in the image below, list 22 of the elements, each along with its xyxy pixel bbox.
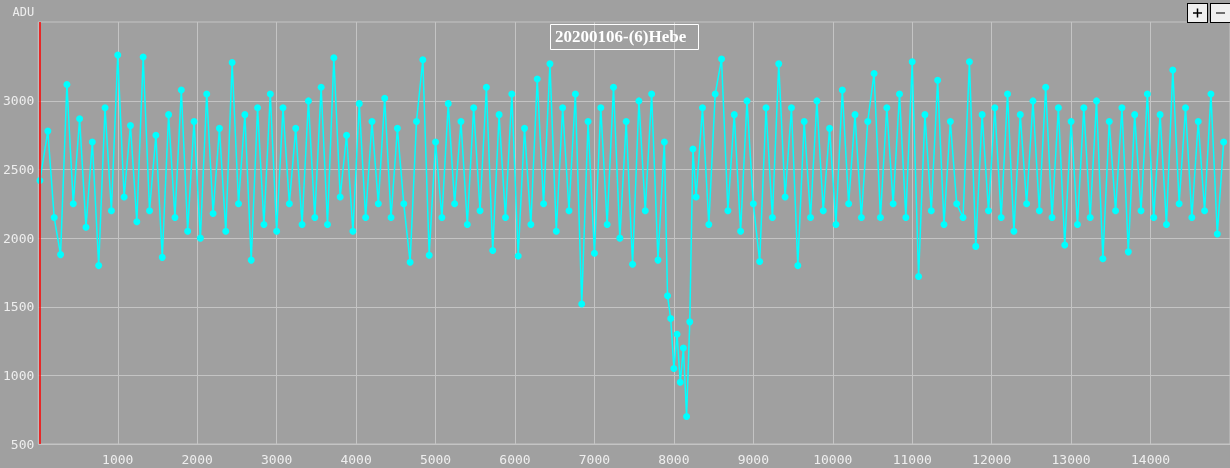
x-tick-label: 11000 xyxy=(892,452,932,467)
x-tick-label: 9000 xyxy=(737,452,769,467)
y-tick-label: 1500 xyxy=(2,299,35,315)
x-tick-label: 10000 xyxy=(813,452,853,467)
y-tick-label: 500 xyxy=(10,436,35,452)
y-axis-title: ADU xyxy=(12,5,35,19)
x-tick-label: 8000 xyxy=(658,452,690,467)
chart-title: 20200106-(6)Hebe xyxy=(555,27,687,46)
y-tick-label: 2000 xyxy=(2,230,35,246)
x-tick-label: 4000 xyxy=(340,452,372,467)
y-tick-label: 3000 xyxy=(2,93,35,109)
x-tick-label: 5000 xyxy=(419,452,452,467)
x-tick-label: 3000 xyxy=(260,452,293,467)
y-tick-label: 2500 xyxy=(2,162,35,178)
y-tick-label: 1000 xyxy=(2,367,35,383)
x-tick-label: 7000 xyxy=(578,452,611,467)
x-tick-label: 1000 xyxy=(102,452,134,467)
x-tick-label: 13000 xyxy=(1051,452,1091,467)
x-tick-label: 2000 xyxy=(181,452,213,467)
x-tick-label: 14000 xyxy=(1130,452,1171,467)
x-tick-label: 12000 xyxy=(972,452,1012,467)
x-tick-label: 6000 xyxy=(499,452,531,467)
